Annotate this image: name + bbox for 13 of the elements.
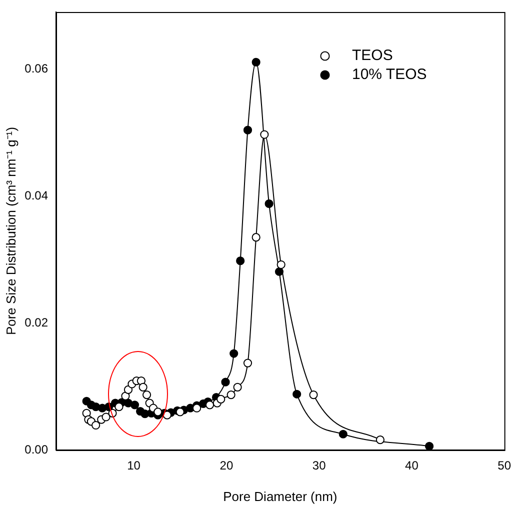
x-tick-label: 10 <box>127 458 141 473</box>
legend-label: 10% TEOS <box>352 66 427 84</box>
x-tick-label: 30 <box>312 458 326 473</box>
y-tick-label: 0.04 <box>24 188 48 202</box>
y-tick-label: 0.06 <box>24 61 48 76</box>
y-axis-title: Pore Size Distribution (cm³ nm⁻¹ g⁻¹) <box>3 126 18 336</box>
y-tick-label: 0.00 <box>24 442 48 456</box>
x-axis-title: Pore Diameter (nm) <box>223 488 338 504</box>
y-tick-label: 0.02 <box>24 315 48 330</box>
x-tick-label: 50 <box>498 458 512 473</box>
x-tick-label: 40 <box>405 458 419 473</box>
x-tick-label: 20 <box>220 458 234 473</box>
legend-label: TEOS <box>352 47 393 64</box>
